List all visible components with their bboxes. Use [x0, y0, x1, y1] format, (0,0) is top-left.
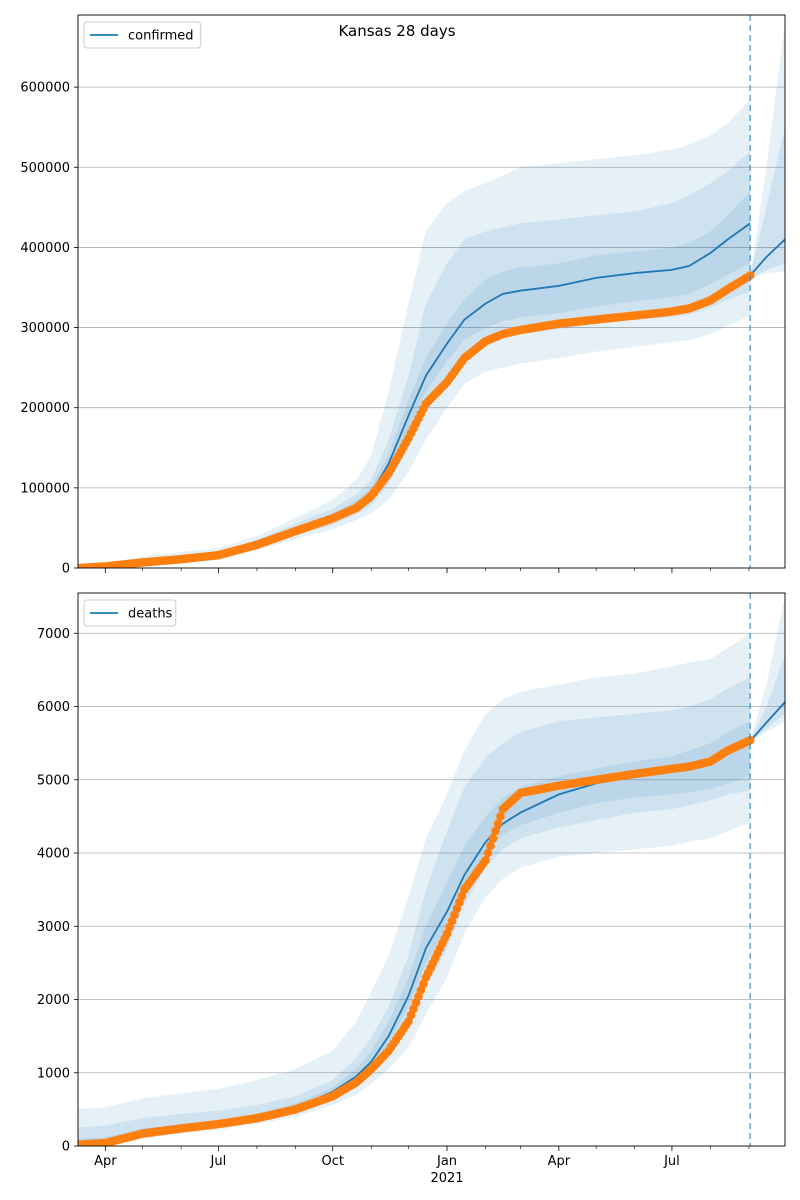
uncertainty-band [78, 151, 751, 568]
legend-label: deaths [128, 607, 173, 622]
legend: confirmed [83, 21, 202, 49]
legend-label: confirmed [128, 29, 194, 44]
observed-point [481, 856, 490, 865]
y-tick-label: 600000 [20, 81, 70, 96]
observed-point [496, 812, 505, 821]
y-tick-label: 7000 [37, 627, 70, 642]
x-year-label: 2021 [430, 1171, 463, 1186]
confirmed-panel: 0 100000 200000 300000 400000 500000 600000 con… [20, 14, 786, 577]
forecast-band [750, 127, 785, 278]
forecast-line [749, 238, 785, 277]
observed-point [491, 826, 500, 836]
legend-box [83, 599, 177, 627]
y-tick-label: 3000 [37, 920, 70, 935]
y-tick-label: 500000 [20, 161, 70, 176]
forecast-line [749, 701, 785, 742]
y-tick-label: 400000 [20, 241, 70, 256]
forecast-band [750, 23, 785, 280]
axes-frame [77, 14, 786, 569]
uncertainty-band [78, 633, 751, 1146]
observed-point [493, 819, 503, 828]
uncertainty-band [78, 99, 751, 568]
plot-area [78, 23, 785, 568]
deaths-panel: 0 1000 2000 3000 4000 5000 6000 7000 Apr Jul Oct Ja… [37, 592, 786, 1186]
x-tick-label: Jul [210, 1154, 227, 1169]
figure-title: Kansas 28 days [338, 22, 455, 40]
legend-box [83, 21, 202, 49]
y-tick-label: 2000 [37, 993, 70, 1008]
observed-point [483, 848, 493, 858]
x-tick-label: Oct [321, 1154, 343, 1169]
y-tick-label: 0 [62, 562, 70, 577]
y-tick-label: 5000 [37, 773, 70, 788]
axes-frame [77, 592, 786, 1147]
y-tick-label: 6000 [37, 700, 70, 715]
x-tick-label: Jul [663, 1154, 680, 1169]
legend: deaths [83, 599, 177, 627]
plot-area [78, 596, 785, 1146]
uncertainty-band [78, 677, 751, 1146]
y-tick-label: 300000 [20, 321, 70, 336]
x-tick-label: Jan [436, 1154, 457, 1169]
y-tick-label: 0 [62, 1140, 70, 1155]
y-tick-label: 1000 [37, 1066, 70, 1081]
observed-point [488, 834, 498, 843]
observed-point [745, 735, 755, 745]
forecast-band [750, 596, 785, 742]
y-tick-label: 4000 [37, 847, 70, 862]
y-tick-label: 100000 [20, 481, 70, 496]
x-tick-label: Apr [548, 1154, 571, 1169]
uncertainty-band [78, 191, 751, 568]
forecast-band [750, 655, 785, 742]
x-tick-label: Apr [94, 1154, 117, 1169]
observed-point [486, 841, 495, 850]
y-tick-label: 200000 [20, 401, 70, 416]
